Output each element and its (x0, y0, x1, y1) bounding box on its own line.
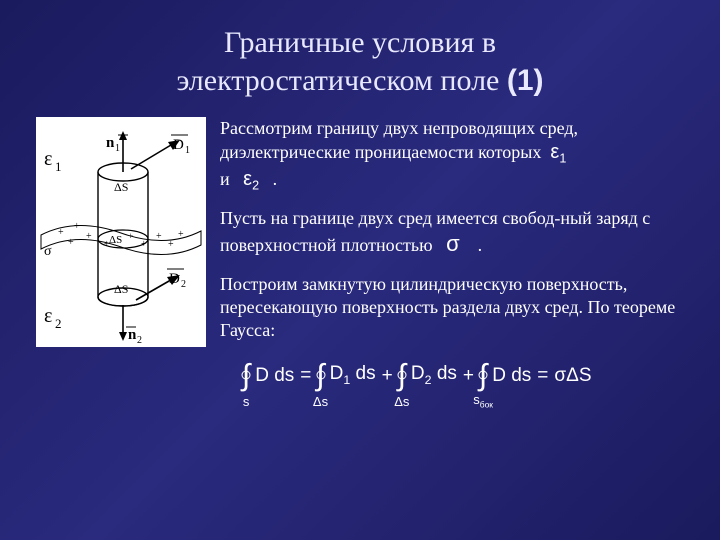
fig-D1: D (173, 137, 184, 153)
title-line1: Граничные условия в (224, 26, 496, 59)
fig-D2: D (169, 271, 180, 287)
svg-text:+: + (86, 231, 92, 242)
fig-eps2: ε (44, 305, 52, 327)
term3: D2 ds (411, 362, 457, 389)
fig-eps2-sub: 2 (55, 316, 62, 331)
fig-n1: n (106, 135, 115, 151)
plus1: + (382, 364, 393, 388)
svg-text:+: + (178, 229, 184, 240)
int1-bound: s (243, 394, 250, 411)
svg-text:+: + (68, 237, 74, 248)
cylinder-diagram: + + + + + + + + + σ (36, 117, 206, 347)
svg-text:+: + (156, 231, 162, 242)
p2-text-a: Пусть на границе двух сред имеется свобо… (220, 208, 650, 255)
fig-eps1: ε (44, 148, 52, 170)
svg-text:+: + (128, 231, 133, 241)
p1-text-b: и (220, 169, 230, 189)
p2-sigma: σ (446, 231, 460, 256)
int-4: ∫ sбок (479, 361, 487, 391)
slide: Граничные условия в электростатическом п… (0, 0, 720, 426)
fig-dS-mid: ΔS (109, 234, 122, 246)
svg-text:+: + (58, 227, 64, 238)
fig-n1-sub: 1 (115, 143, 120, 154)
term4: D ds (492, 364, 531, 388)
slide-title: Граничные условия в электростатическом п… (36, 24, 684, 99)
int-2: ∫ Δs (316, 361, 324, 391)
p1-text-a: Рассмотрим границу двух непроводящих сре… (220, 118, 578, 162)
paragraph-3: Построим замкнутую цилиндрическую поверх… (220, 273, 684, 342)
int-3: ∫ Δs (398, 361, 406, 391)
int2-bound: Δs (313, 394, 328, 411)
title-line2: электростатическом поле (176, 64, 499, 97)
p1-text-c: . (273, 169, 278, 189)
p2-text-b: . (478, 235, 483, 255)
int3-bound: Δs (394, 394, 409, 411)
term1: D ds (255, 364, 294, 388)
p1-eps1-sub: 1 (559, 152, 566, 166)
paragraph-2: Пусть на границе двух сред имеется свобо… (220, 207, 684, 258)
fig-D1-sub: 1 (185, 145, 190, 156)
paragraph-1: Рассмотрим границу двух непроводящих сре… (220, 117, 684, 193)
fig-dS-top: ΔS (114, 180, 128, 194)
fig-n2-sub: 2 (137, 335, 142, 346)
svg-text:+: + (74, 221, 80, 232)
int-1: ∫ s (242, 361, 250, 391)
p1-eps1: ε (550, 141, 559, 163)
figure-column: + + + + + + + + + σ (36, 117, 206, 426)
fig-sigma: σ (44, 244, 52, 259)
int4-bound: sбок (473, 392, 493, 410)
term2: D1 ds (330, 362, 376, 389)
eq2: = (537, 364, 548, 388)
gauss-formula: ∫ s D ds = ∫ Δs D1 ds + ∫ Δs (220, 356, 684, 426)
eq1: = (300, 364, 311, 388)
fig-D2-sub: 2 (181, 279, 186, 290)
title-num: (1) (507, 64, 544, 97)
fig-dS-bot: ΔS (114, 282, 128, 296)
svg-text:+: + (168, 239, 174, 250)
fig-eps1-sub: 1 (55, 159, 62, 174)
plus2: + (463, 364, 474, 388)
p1-eps2-sub: 2 (252, 178, 259, 192)
fig-n2: n (128, 327, 137, 343)
content-row: + + + + + + + + + σ (36, 117, 684, 426)
rhs: σΔS (554, 364, 591, 388)
text-column: Рассмотрим границу двух непроводящих сре… (220, 117, 684, 426)
p1-eps2: ε (243, 168, 252, 190)
